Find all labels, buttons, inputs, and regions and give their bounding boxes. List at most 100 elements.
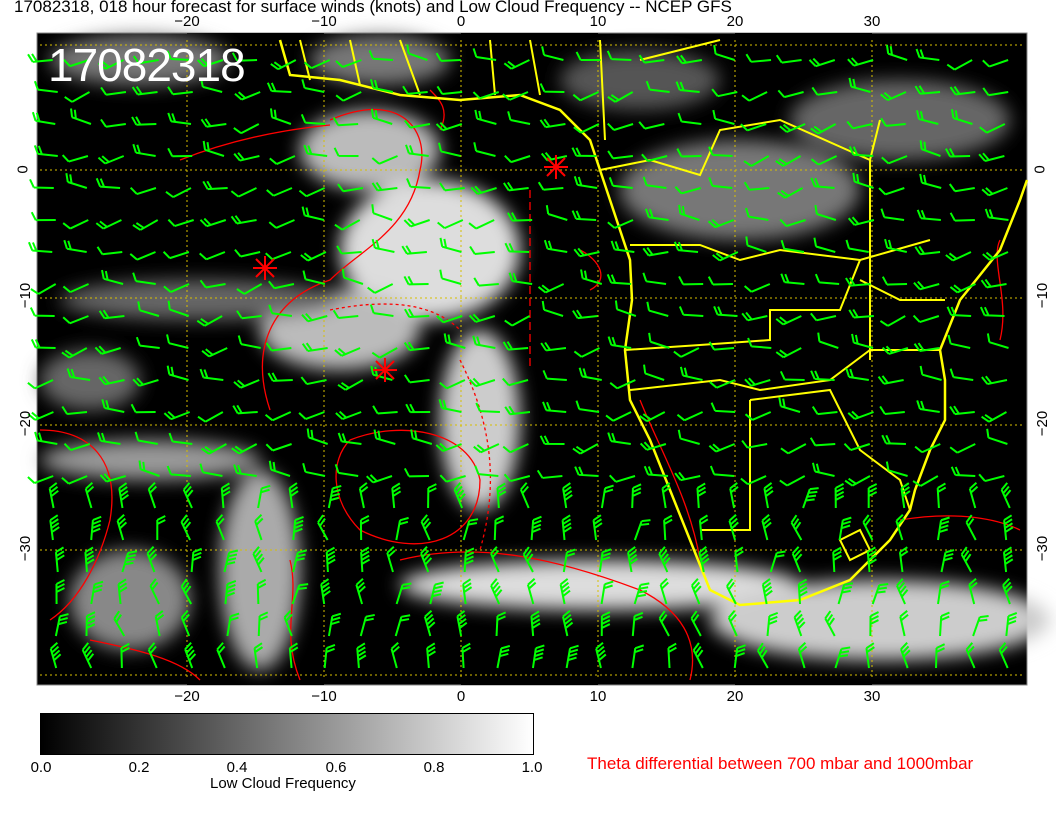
wind-barb bbox=[403, 218, 430, 228]
wind-barb bbox=[66, 368, 91, 381]
wind-barb bbox=[233, 152, 260, 162]
wind-barb bbox=[300, 114, 326, 125]
wind-barb bbox=[761, 514, 772, 541]
wind-barb bbox=[390, 641, 400, 669]
wind-barb bbox=[473, 277, 499, 287]
wind-barb bbox=[300, 376, 327, 386]
wind-barb bbox=[1000, 482, 1012, 509]
wind-barb bbox=[848, 146, 874, 157]
lon-tick-top: −20 bbox=[174, 13, 200, 30]
wind-barb bbox=[877, 375, 904, 385]
wind-barb bbox=[677, 112, 702, 125]
wind-barb bbox=[777, 187, 804, 199]
wind-barb bbox=[539, 435, 565, 445]
wind-barb bbox=[232, 404, 258, 415]
wind-barb bbox=[358, 482, 369, 509]
wind-barb bbox=[371, 347, 398, 359]
wind-barb bbox=[504, 315, 531, 327]
wind-barb bbox=[573, 123, 600, 134]
wind-barb bbox=[802, 487, 819, 509]
wind-barb bbox=[573, 347, 600, 358]
wind-barb bbox=[327, 484, 342, 509]
wind-barb bbox=[70, 108, 92, 125]
wind-barb bbox=[537, 181, 564, 191]
wind-barb bbox=[633, 582, 650, 605]
wind-barb bbox=[734, 546, 744, 573]
wind-barb bbox=[692, 642, 704, 669]
wind-barb bbox=[443, 333, 466, 349]
wind-barb bbox=[606, 50, 632, 61]
wind-barb bbox=[880, 208, 905, 221]
wind-barb bbox=[184, 642, 197, 669]
wind-barb bbox=[541, 300, 564, 317]
wind-barb bbox=[879, 315, 906, 327]
wind-barb bbox=[252, 546, 265, 573]
wind-barb bbox=[667, 642, 677, 669]
wind-barb bbox=[81, 642, 95, 669]
wind-barb bbox=[504, 242, 530, 253]
wind-barb bbox=[233, 123, 260, 135]
wind-barb bbox=[733, 644, 746, 669]
wind-barb bbox=[117, 578, 128, 605]
lon-tick-bottom: 20 bbox=[726, 688, 744, 705]
wind-barb bbox=[740, 475, 767, 486]
wind-barb bbox=[607, 336, 632, 349]
wind-barb bbox=[291, 583, 309, 605]
wind-barb bbox=[946, 306, 972, 317]
colorbar-tick: 0.4 bbox=[226, 759, 248, 776]
wind-barb bbox=[101, 269, 124, 285]
wind-barb bbox=[156, 515, 166, 541]
wind-barb bbox=[404, 119, 431, 129]
wind-barb bbox=[790, 514, 803, 541]
wind-barb bbox=[646, 301, 669, 317]
wind-barb bbox=[522, 546, 534, 573]
lat-tick-right: −10 bbox=[1034, 282, 1052, 309]
lat-tick-left: −20 bbox=[17, 410, 35, 437]
wind-barb bbox=[101, 399, 125, 413]
wind-barb bbox=[881, 434, 906, 445]
wind-barb bbox=[709, 379, 736, 389]
wind-barb bbox=[423, 609, 436, 637]
wind-barb bbox=[507, 212, 533, 222]
wind-barb bbox=[639, 441, 667, 451]
wind-barb bbox=[627, 546, 638, 573]
lat-tick-left: −30 bbox=[17, 535, 35, 562]
wind-barb bbox=[90, 515, 102, 541]
wind-barb bbox=[607, 432, 631, 445]
wind-barb bbox=[268, 280, 295, 290]
wind-barb bbox=[845, 368, 869, 381]
colorbar-tick: 0.2 bbox=[128, 759, 150, 776]
wind-barb bbox=[435, 442, 462, 452]
wind-barb bbox=[166, 50, 192, 61]
wind-barb bbox=[880, 117, 906, 127]
wind-barb bbox=[713, 305, 738, 317]
wind-barb bbox=[763, 482, 774, 509]
wind-barb bbox=[267, 372, 293, 382]
wind-barb bbox=[436, 315, 463, 324]
wind-barb bbox=[530, 515, 542, 541]
wind-barb bbox=[298, 187, 326, 198]
wind-barb bbox=[880, 91, 907, 102]
wind-barb bbox=[780, 273, 805, 285]
wind-barb bbox=[673, 241, 699, 253]
wind-barb bbox=[332, 309, 359, 319]
wind-barb bbox=[869, 611, 879, 637]
wind-barb bbox=[62, 219, 89, 230]
wind-barb bbox=[230, 215, 257, 225]
wind-barb bbox=[474, 465, 499, 477]
wind-barb bbox=[406, 44, 428, 61]
lon-tick-bottom: 30 bbox=[863, 688, 881, 705]
wind-barb bbox=[775, 54, 802, 64]
wind-barb bbox=[778, 397, 801, 413]
wind-barb bbox=[838, 516, 852, 541]
wind-barb bbox=[199, 463, 223, 477]
wind-barb bbox=[135, 336, 160, 349]
wind-barb bbox=[600, 484, 614, 509]
wind-barb bbox=[502, 91, 529, 101]
wind-barb bbox=[845, 239, 869, 253]
wind-barb bbox=[27, 475, 54, 485]
wind-barb bbox=[950, 109, 973, 125]
wind-barb bbox=[420, 546, 433, 573]
colorbar-tick: 0.0 bbox=[30, 759, 52, 776]
lon-tick-bottom: 0 bbox=[456, 688, 466, 705]
